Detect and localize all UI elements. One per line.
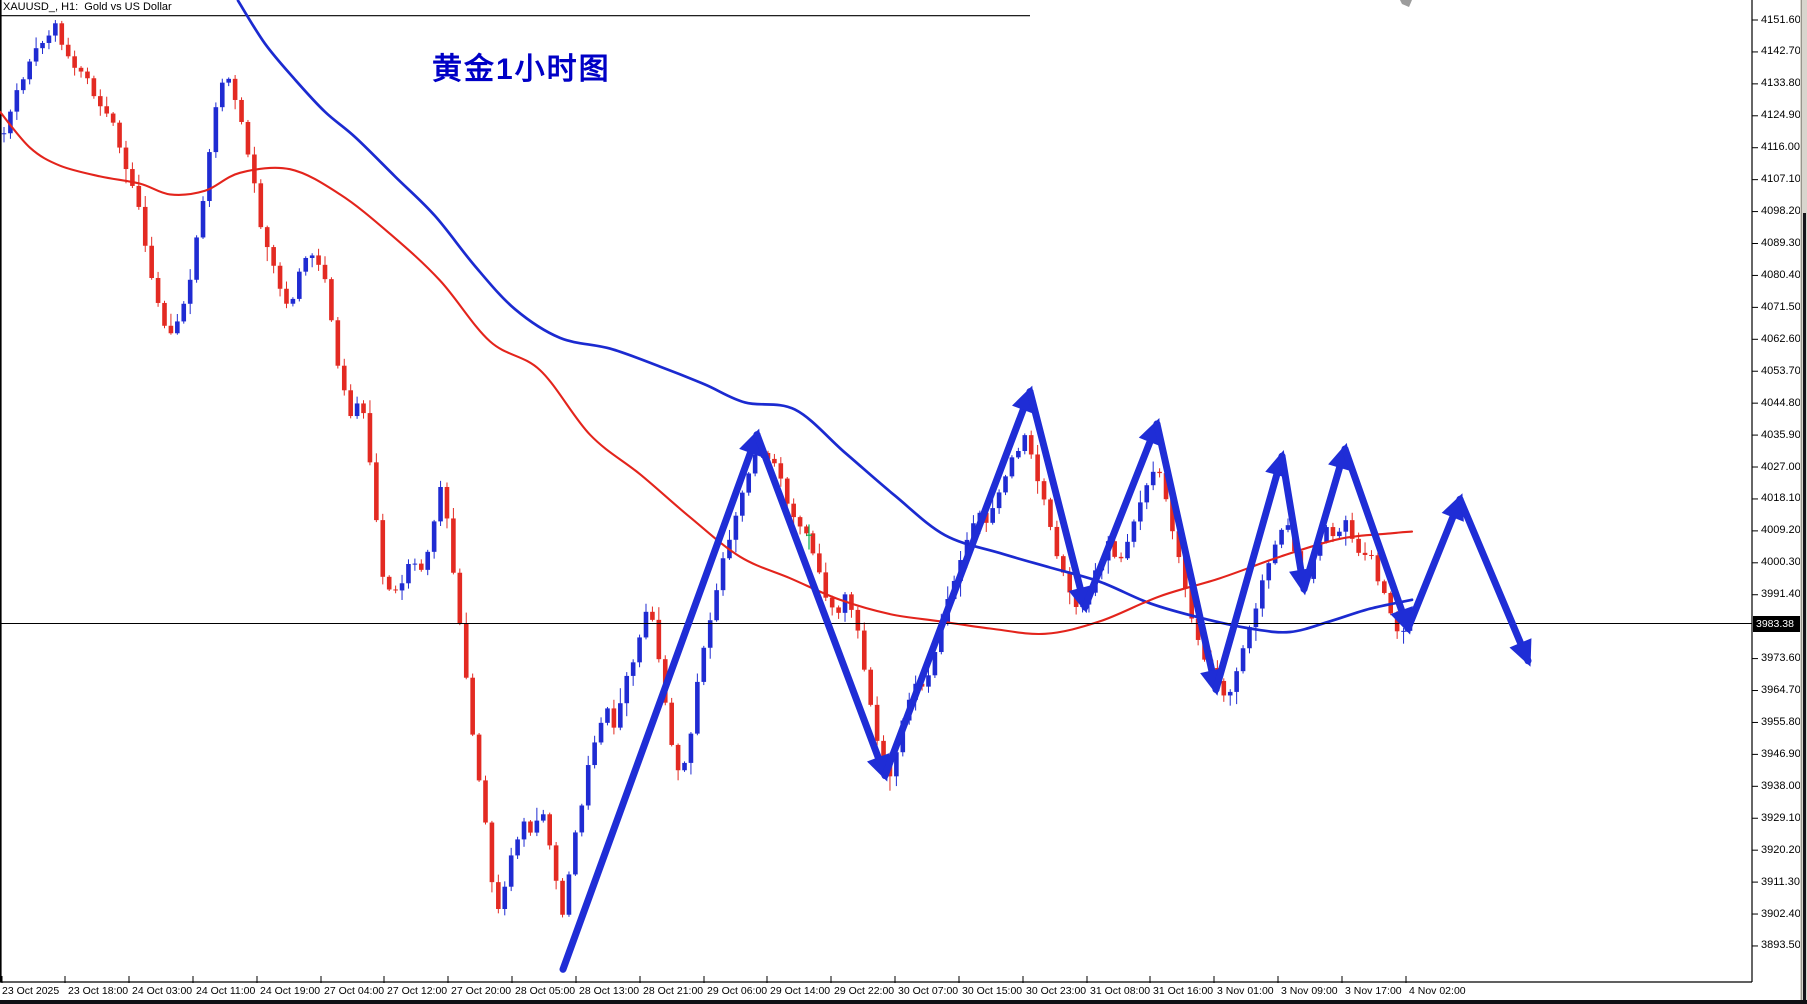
time-tick-label: 29 Oct 06:00 bbox=[707, 985, 768, 997]
symbol-label: XAUUSD_, H1: Gold vs US Dollar bbox=[3, 1, 172, 13]
time-tick-label: 31 Oct 08:00 bbox=[1090, 985, 1151, 997]
cursor-artifact bbox=[1400, 0, 1412, 7]
time-tick-label: 24 Oct 11:00 bbox=[196, 985, 256, 997]
price-tick-label: 3911.30 bbox=[1761, 875, 1800, 888]
time-tick-label: 28 Oct 21:00 bbox=[643, 985, 704, 997]
price-tick-label: 4018.10 bbox=[1761, 492, 1801, 505]
time-tick-label: 30 Oct 23:00 bbox=[1026, 985, 1087, 997]
ma-slow-line bbox=[236, 0, 1414, 634]
time-tick-label: 28 Oct 05:00 bbox=[515, 985, 576, 997]
price-tick-label: 4071.50 bbox=[1761, 300, 1801, 313]
price-tick-label: 3973.60 bbox=[1761, 652, 1801, 665]
price-tick-label: 4089.30 bbox=[1761, 237, 1801, 249]
price-tick-label: 3964.70 bbox=[1761, 684, 1801, 697]
time-tick-label: 24 Oct 03:00 bbox=[132, 985, 193, 997]
current-price-badge: 3983.38 bbox=[1753, 615, 1800, 632]
time-tick-label: 23 Oct 2025 bbox=[2, 985, 60, 997]
axis-ticks bbox=[1, 19, 1758, 983]
time-tick-label: 4 Nov 02:00 bbox=[1409, 985, 1466, 997]
time-tick-label: 3 Nov 17:00 bbox=[1345, 985, 1402, 997]
price-tick-label: 3929.10 bbox=[1761, 811, 1801, 824]
time-tick-label: 23 Oct 18:00 bbox=[68, 985, 129, 997]
price-tick-label: 3938.00 bbox=[1761, 779, 1801, 792]
price-tick-label: 4151.60 bbox=[1761, 13, 1801, 26]
price-tick-label: 4142.70 bbox=[1761, 45, 1801, 58]
window-right-edge-line bbox=[1801, 0, 1802, 1004]
window-right-border bbox=[1803, 213, 1806, 1004]
price-tick-label: 4116.00 bbox=[1761, 141, 1800, 154]
time-tick-label: 27 Oct 12:00 bbox=[387, 985, 448, 997]
window-bottom-border bbox=[0, 1000, 1807, 1004]
price-tick-label: 4124.90 bbox=[1761, 109, 1801, 122]
price-tick-label: 4027.00 bbox=[1761, 460, 1801, 473]
time-tick-label: 30 Oct 15:00 bbox=[962, 985, 1023, 997]
time-tick-label: 3 Nov 01:00 bbox=[1217, 985, 1274, 997]
candles-group bbox=[1, 20, 1413, 918]
time-tick-label: 29 Oct 22:00 bbox=[834, 985, 895, 997]
price-tick-label: 3955.80 bbox=[1761, 715, 1801, 728]
time-tick-label: 27 Oct 04:00 bbox=[324, 985, 385, 997]
time-tick-label: 24 Oct 19:00 bbox=[260, 985, 321, 997]
ma-fast-line bbox=[0, 110, 1414, 636]
price-tick-label: 4062.60 bbox=[1761, 332, 1801, 345]
price-tick-label: 4107.10 bbox=[1761, 173, 1801, 186]
chart-title[interactable]: 黄金1小时图 bbox=[432, 53, 611, 86]
price-tick-label: 4053.70 bbox=[1761, 364, 1801, 377]
price-tick-label: 4080.40 bbox=[1761, 268, 1801, 281]
price-tick-label: 4044.80 bbox=[1761, 396, 1801, 409]
price-tick-label: 3902.40 bbox=[1761, 907, 1801, 920]
green-doji-marker bbox=[806, 524, 812, 550]
time-tick-label: 29 Oct 14:00 bbox=[770, 985, 831, 997]
current-price-value: 3983.38 bbox=[1756, 617, 1794, 630]
price-tick-label: 3946.90 bbox=[1761, 747, 1801, 760]
price-tick-label: 3920.20 bbox=[1761, 843, 1801, 856]
price-tick-label: 4035.90 bbox=[1761, 428, 1801, 441]
price-tick-label: 4009.20 bbox=[1761, 524, 1801, 537]
price-tick-label: 4000.30 bbox=[1761, 556, 1801, 569]
time-tick-label: 31 Oct 16:00 bbox=[1153, 985, 1214, 997]
price-tick-label: 4133.80 bbox=[1761, 77, 1801, 90]
time-tick-label: 3 Nov 09:00 bbox=[1281, 985, 1338, 997]
time-tick-label: 30 Oct 07:00 bbox=[898, 985, 959, 997]
price-tick-label: 3991.40 bbox=[1761, 588, 1801, 601]
time-tick-label: 27 Oct 20:00 bbox=[451, 985, 512, 997]
zigzag-annotation[interactable] bbox=[559, 385, 1532, 973]
price-tick-label: 4098.20 bbox=[1761, 205, 1801, 218]
chart-borders bbox=[0, 0, 1753, 983]
time-tick-label: 28 Oct 13:00 bbox=[579, 985, 640, 997]
price-tick-label: 3893.50 bbox=[1761, 939, 1801, 952]
